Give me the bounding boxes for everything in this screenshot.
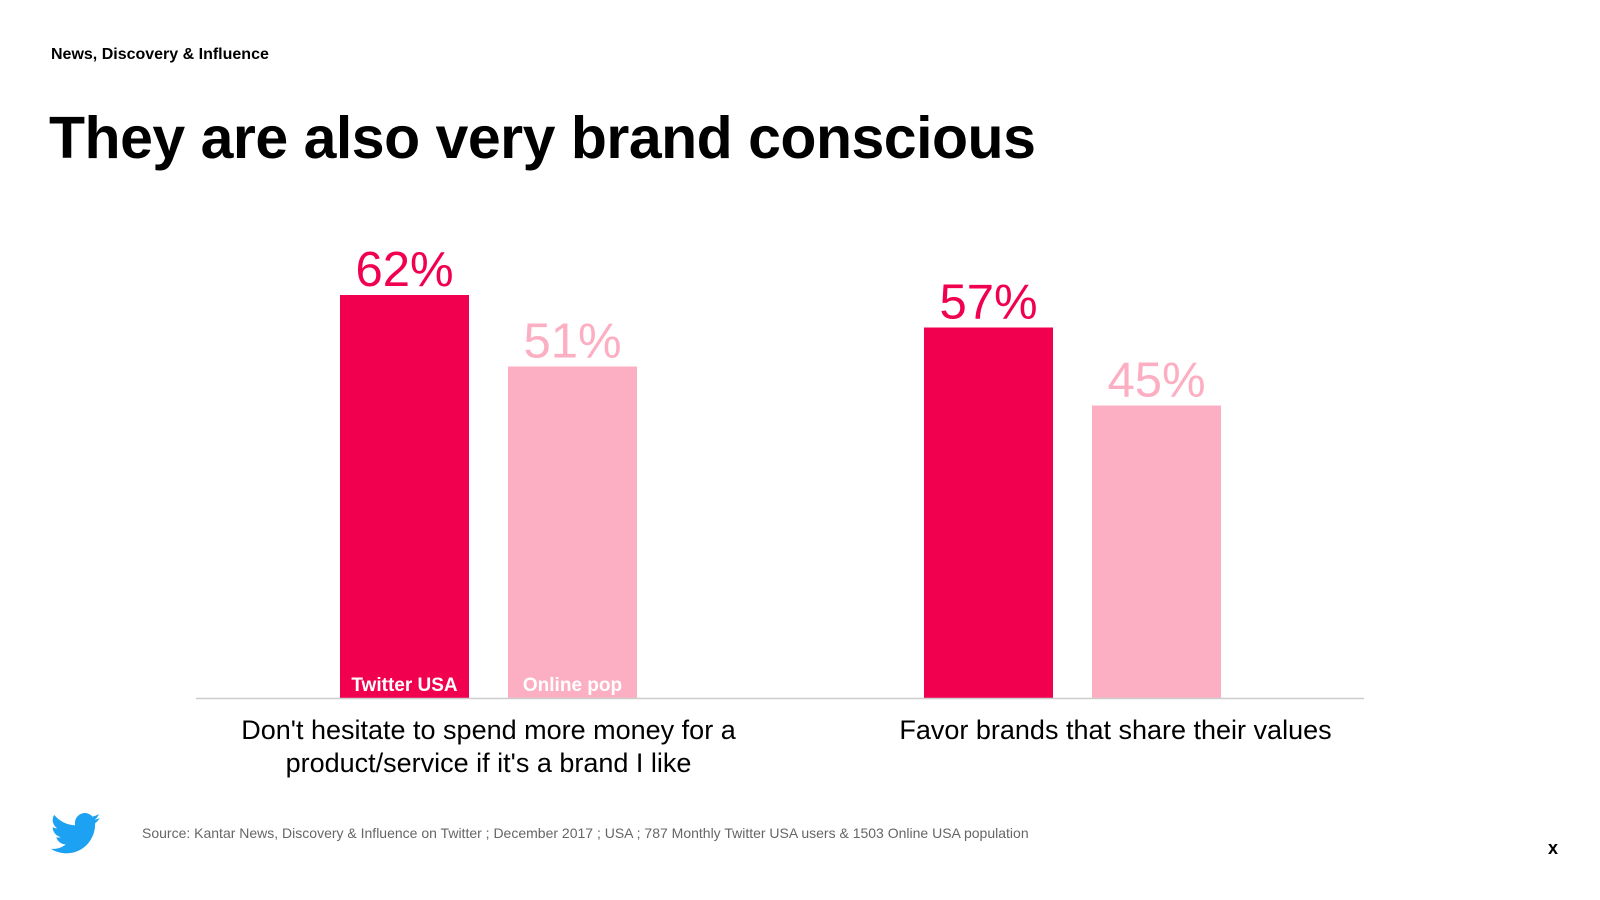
page-title: They are also very brand conscious xyxy=(49,105,1036,171)
section-label: News, Discovery & Influence xyxy=(51,46,269,63)
data-label: 57% xyxy=(939,276,1037,330)
category-label: Favor brands that share their values xyxy=(899,715,1331,745)
bar xyxy=(340,295,469,698)
category-label: product/service if it's a brand I like xyxy=(286,748,692,778)
legend-label: Twitter USA xyxy=(351,675,458,696)
source-note: Source: Kantar News, Discovery & Influen… xyxy=(142,825,1029,841)
twitter-bird-icon xyxy=(50,813,101,854)
close-button[interactable]: x xyxy=(1548,838,1559,858)
data-label: 62% xyxy=(355,243,453,297)
bar xyxy=(1092,405,1221,698)
bar xyxy=(508,366,637,698)
category-label: Don't hesitate to spend more money for a xyxy=(241,715,736,745)
data-label: 51% xyxy=(523,315,621,369)
legend-label: Online pop xyxy=(523,675,622,696)
bar xyxy=(924,327,1053,698)
data-label: 45% xyxy=(1107,354,1205,408)
